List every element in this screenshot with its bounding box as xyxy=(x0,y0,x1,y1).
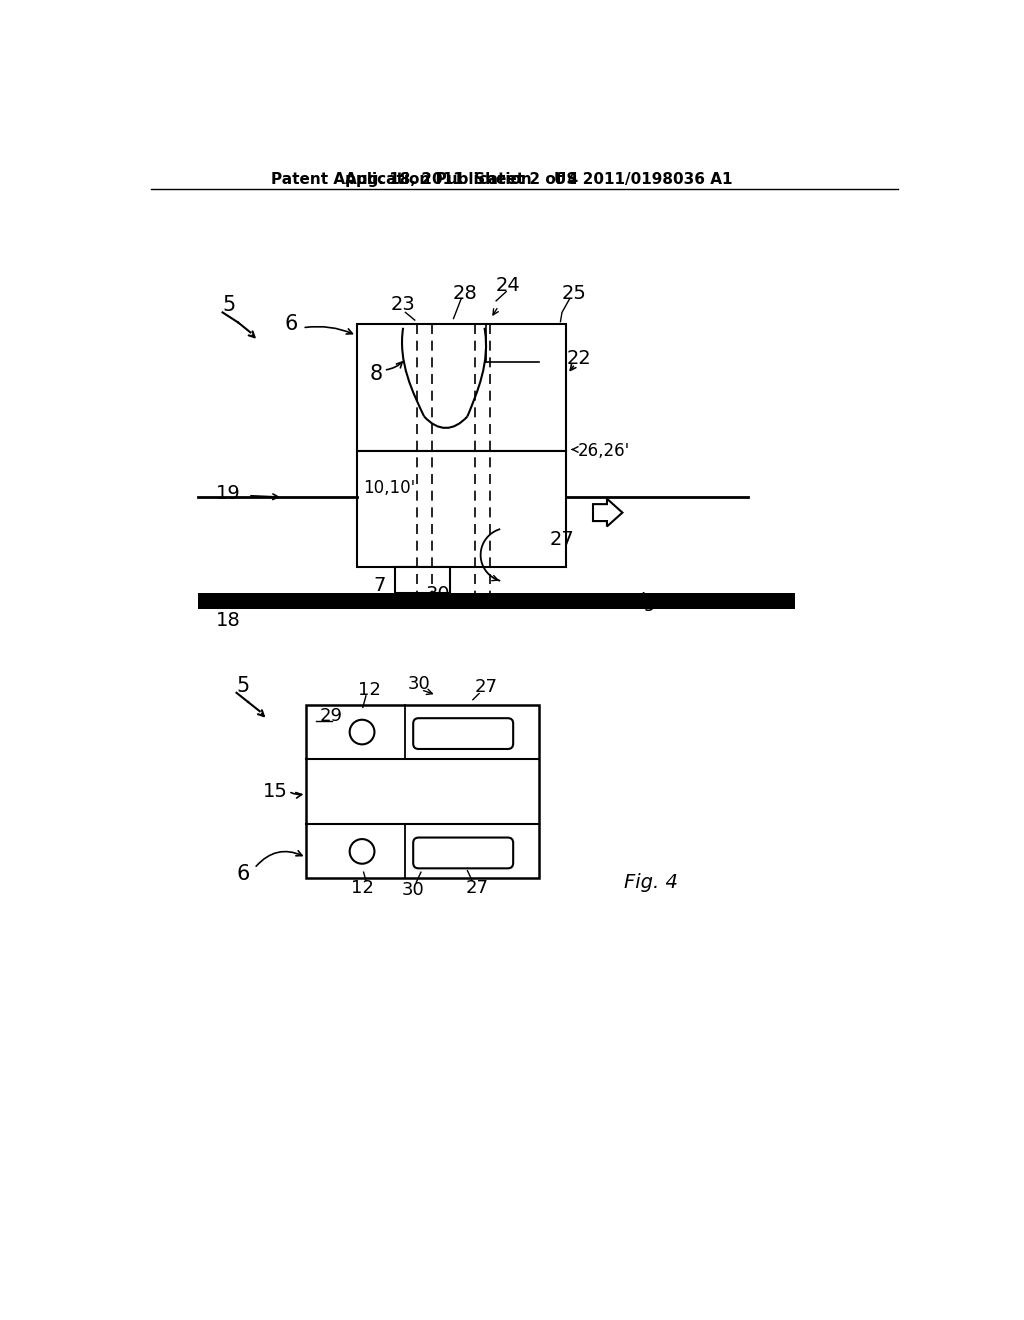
Text: 29: 29 xyxy=(319,708,342,725)
Text: 6: 6 xyxy=(236,865,250,884)
Text: 8: 8 xyxy=(370,364,383,384)
Bar xyxy=(198,594,795,609)
Text: 12: 12 xyxy=(358,681,381,698)
Text: Aug. 18, 2011  Sheet 2 of 4: Aug. 18, 2011 Sheet 2 of 4 xyxy=(345,172,578,186)
Text: 22: 22 xyxy=(566,348,592,368)
Text: 30: 30 xyxy=(426,586,451,605)
Text: 6: 6 xyxy=(284,314,297,334)
Text: Patent Application Publication: Patent Application Publication xyxy=(271,172,532,186)
Text: 5: 5 xyxy=(237,676,249,696)
Text: 15: 15 xyxy=(263,781,288,801)
FancyBboxPatch shape xyxy=(414,718,513,748)
Text: 30: 30 xyxy=(408,675,430,693)
Circle shape xyxy=(349,840,375,863)
Text: 28: 28 xyxy=(453,284,477,302)
Text: 27: 27 xyxy=(474,678,498,697)
Text: 19: 19 xyxy=(216,484,241,503)
Text: 27: 27 xyxy=(550,531,574,549)
Text: Fig. 4: Fig. 4 xyxy=(624,873,678,892)
Text: 5: 5 xyxy=(222,294,236,314)
Text: 10,10': 10,10' xyxy=(362,479,415,496)
Text: 27: 27 xyxy=(465,879,488,896)
Text: US 2011/0198036 A1: US 2011/0198036 A1 xyxy=(554,172,732,186)
Text: 24: 24 xyxy=(496,276,520,294)
Text: 25: 25 xyxy=(561,284,586,302)
Bar xyxy=(306,705,539,878)
Text: 26,26': 26,26' xyxy=(578,442,630,459)
Text: 18: 18 xyxy=(216,611,241,630)
Bar xyxy=(356,451,566,566)
Text: 23: 23 xyxy=(391,296,416,314)
Polygon shape xyxy=(593,499,623,527)
FancyBboxPatch shape xyxy=(414,838,513,869)
Text: Fig. 3: Fig. 3 xyxy=(628,591,682,611)
Circle shape xyxy=(349,719,375,744)
Bar xyxy=(356,323,566,451)
Text: 7: 7 xyxy=(374,577,386,595)
Text: 12: 12 xyxy=(351,879,374,896)
Bar xyxy=(395,566,450,594)
Text: 30: 30 xyxy=(401,880,425,899)
